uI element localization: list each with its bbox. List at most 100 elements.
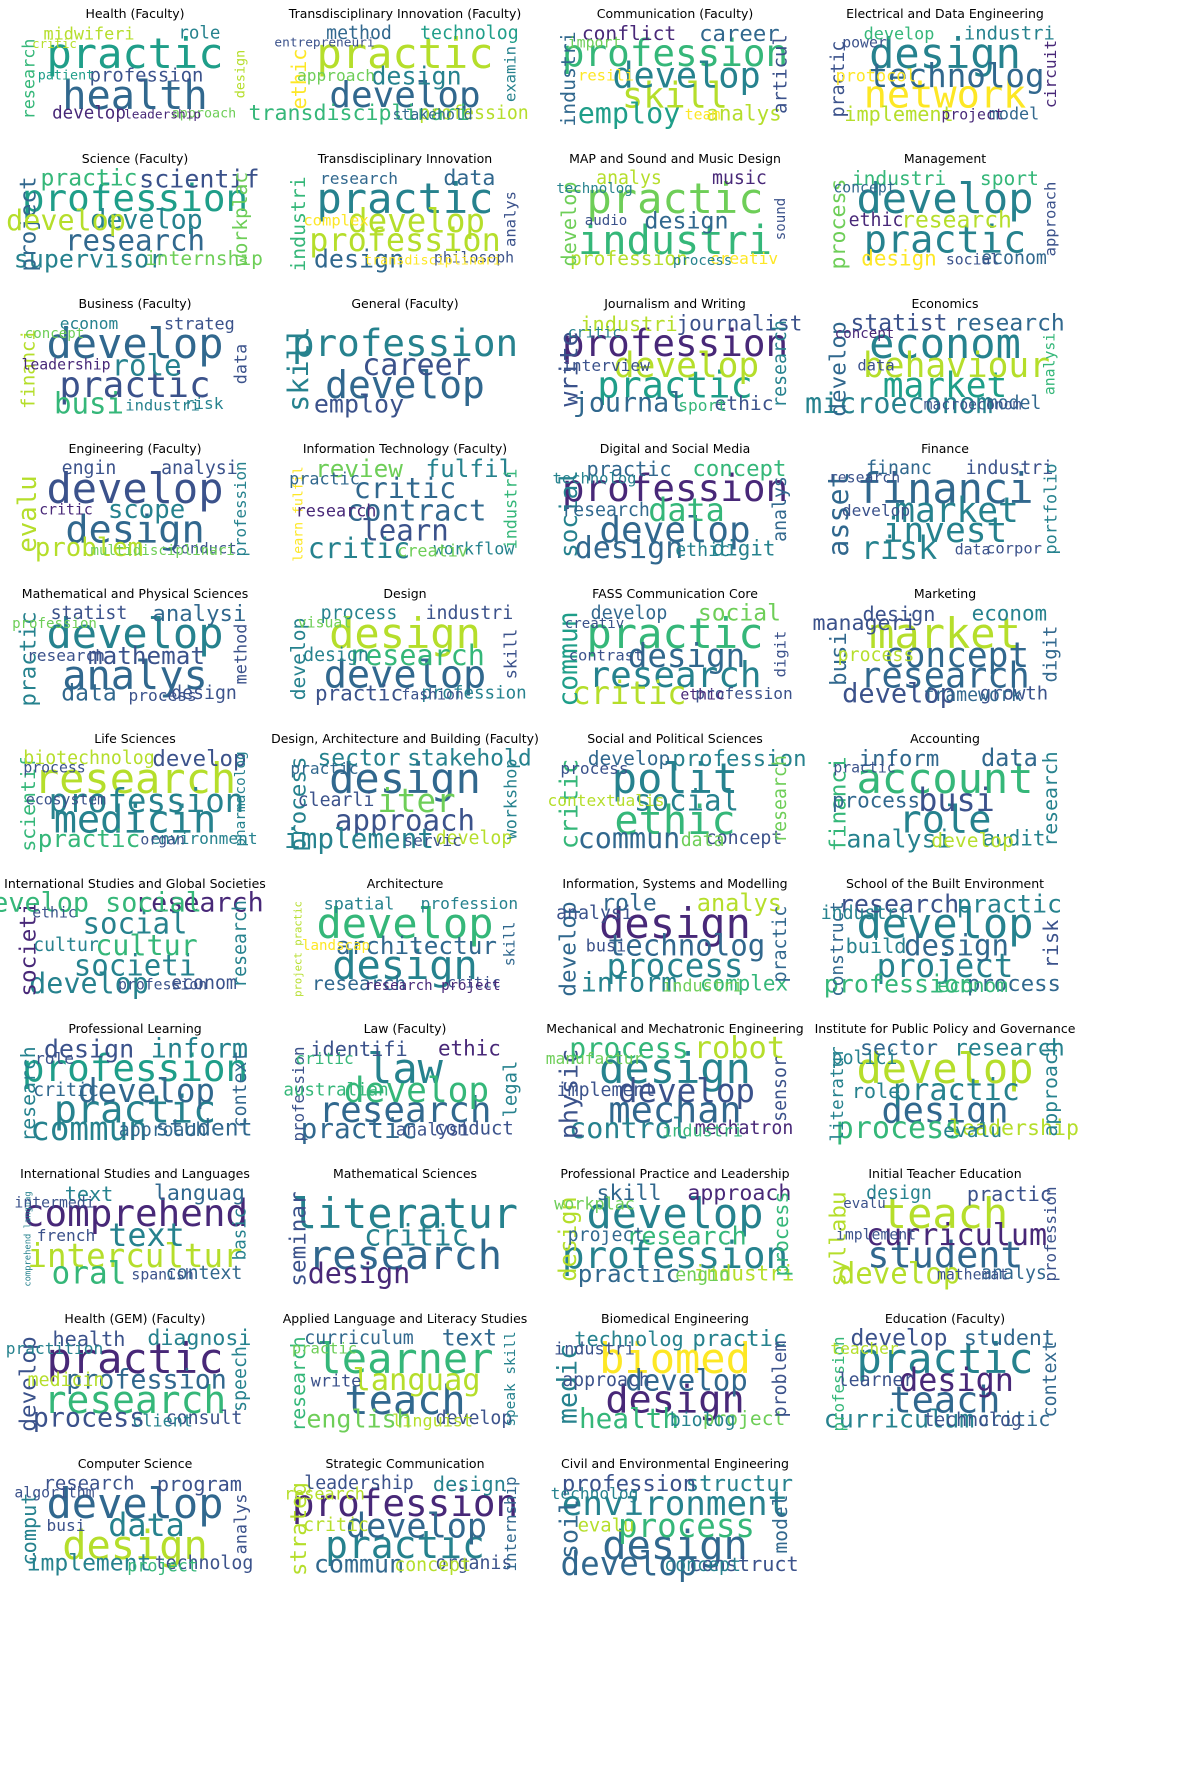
- cloud-word: problem: [34, 533, 144, 564]
- cloud-word: profession: [823, 969, 975, 999]
- cloud-word: design: [171, 682, 237, 704]
- word-cloud: develop design practic process literatur rese…: [828, 1037, 1079, 1144]
- cloud-word: legal: [499, 1060, 522, 1118]
- panel-title: Transdisciplinary Innovation (Faculty): [288, 6, 522, 21]
- cloud-word: technolog: [556, 180, 633, 197]
- cloud-word: industri: [963, 22, 1055, 45]
- cloud-word: data: [61, 680, 117, 707]
- cloud-word: analys: [769, 476, 791, 542]
- cloud-word: develop: [343, 1070, 490, 1111]
- cloud-word: profession: [561, 1233, 789, 1278]
- cloud-word: develop: [46, 609, 224, 658]
- cloud-word: practic: [316, 29, 494, 78]
- cloud-word: engin: [675, 1264, 730, 1286]
- cloud-word: design: [62, 1521, 208, 1569]
- cloud-word: patient: [37, 68, 95, 84]
- cloud-word: examin: [501, 46, 520, 102]
- cloud-word: critic: [307, 531, 411, 565]
- word-cloud: polit ethic social commun critic profession de…: [548, 747, 807, 853]
- cloud-word: develop: [856, 174, 1034, 223]
- cloud-word: role: [35, 1048, 74, 1068]
- cloud-word: approach: [334, 803, 476, 838]
- panel-title: Management: [903, 151, 987, 166]
- word-cloud: practic profession develop design industri da…: [287, 168, 520, 274]
- cloud-word: text: [64, 1181, 114, 1206]
- cloud-word: profession: [48, 781, 245, 820]
- panel-title: Information Technology (Faculty): [302, 441, 508, 456]
- word-cloud: law research develop practic profession ethic…: [283, 1036, 522, 1142]
- cloud-word: statist: [850, 310, 948, 337]
- cloud-word: practition: [5, 1338, 104, 1358]
- cloud-word: practic: [291, 1339, 358, 1358]
- cloud-word: intercultur: [27, 1236, 243, 1275]
- cloud-word: organ: [140, 831, 185, 849]
- cloud-word: practic: [856, 1334, 1034, 1383]
- cloud-word: stakehold: [392, 106, 473, 124]
- cloud-word: ethic: [437, 1036, 501, 1061]
- word-cloud: develop design data implement comput program r…: [14, 1474, 253, 1575]
- cloud-word: contextualis: [547, 790, 665, 810]
- cloud-word: research: [348, 638, 485, 672]
- cloud-word: process: [768, 1191, 793, 1277]
- cloud-word: industri: [662, 975, 744, 996]
- cloud-word: inform: [858, 745, 940, 772]
- panel-title: Health (GEM) (Faculty): [64, 1311, 206, 1326]
- cloud-word: concept: [664, 1554, 741, 1576]
- panel-title: Biomedical Engineering: [601, 1311, 749, 1326]
- cloud-word: design: [303, 644, 369, 666]
- cloud-word: critic: [32, 35, 77, 51]
- wordcloud-panel: Management develop practic research design pr…: [810, 147, 1080, 297]
- cloud-word: environment: [150, 828, 258, 848]
- cloud-word: design: [329, 609, 481, 658]
- cloud-word: develop social: [0, 887, 202, 919]
- cloud-word: develop: [931, 829, 1014, 853]
- cloud-word: design: [313, 244, 405, 274]
- cloud-word: design: [602, 1521, 748, 1569]
- cloud-word: approach: [297, 65, 375, 85]
- cloud-word: student: [867, 1233, 1023, 1277]
- cloud-word: identifi: [310, 1036, 408, 1061]
- cloud-word: inform: [580, 967, 678, 999]
- cloud-word: practic: [37, 823, 141, 853]
- cloud-word: critic: [977, 1406, 1051, 1431]
- cloud-word: practic: [300, 1112, 418, 1146]
- cloud-word: basic: [230, 1207, 251, 1261]
- cloud-word: process: [606, 946, 744, 985]
- cloud-word: analysi: [152, 600, 247, 627]
- wordcloud-panel: Design design develop research practic develo…: [270, 582, 540, 732]
- word-cloud: profession practic develop journal write jour…: [555, 313, 803, 416]
- word-cloud: practic research profession process develop d…: [6, 1328, 252, 1432]
- cloud-word: mathemat: [87, 640, 206, 670]
- cloud-word: ethic: [680, 686, 725, 704]
- cloud-word: mechan: [608, 1088, 742, 1132]
- wordcloud-panel: Health (Faculty) practic health profession d…: [0, 2, 270, 152]
- cloud-word: social: [945, 251, 1000, 269]
- cloud-word: implement: [283, 822, 435, 856]
- cloud-word: strateg: [164, 313, 235, 334]
- cloud-word: journalist: [676, 311, 803, 336]
- cloud-word: text: [108, 1217, 185, 1255]
- cloud-word: process: [32, 1402, 146, 1434]
- word-cloud: profession develop data design social concept…: [553, 455, 791, 564]
- cloud-word: design: [65, 507, 205, 553]
- cloud-word: team: [684, 106, 721, 124]
- cloud-word: research: [626, 1221, 747, 1251]
- cloud-word: oral: [51, 1255, 127, 1292]
- cloud-word: practic: [314, 681, 404, 706]
- cloud-word: biomed: [599, 1334, 751, 1383]
- wordcloud-panel: General (Faculty) profession develop career…: [270, 292, 540, 442]
- cloud-word: process: [320, 602, 398, 624]
- panel-title: Transdisciplinary Innovation: [317, 151, 493, 166]
- word-cloud: develop practic role busi financi strateg econ…: [18, 313, 251, 418]
- cloud-word: role: [178, 23, 221, 44]
- cloud-word: learn: [361, 513, 449, 548]
- panel-title: Economics: [911, 296, 979, 311]
- cloud-word: concept: [705, 827, 783, 849]
- cloud-word: medicin: [53, 797, 217, 843]
- cloud-word: concept: [834, 325, 895, 342]
- cloud-word: develop: [560, 1544, 698, 1583]
- cloud-word: practic: [586, 174, 764, 223]
- cloud-word: concept: [692, 455, 787, 482]
- cloud-word: research: [588, 655, 762, 697]
- cloud-word: develop: [587, 747, 671, 771]
